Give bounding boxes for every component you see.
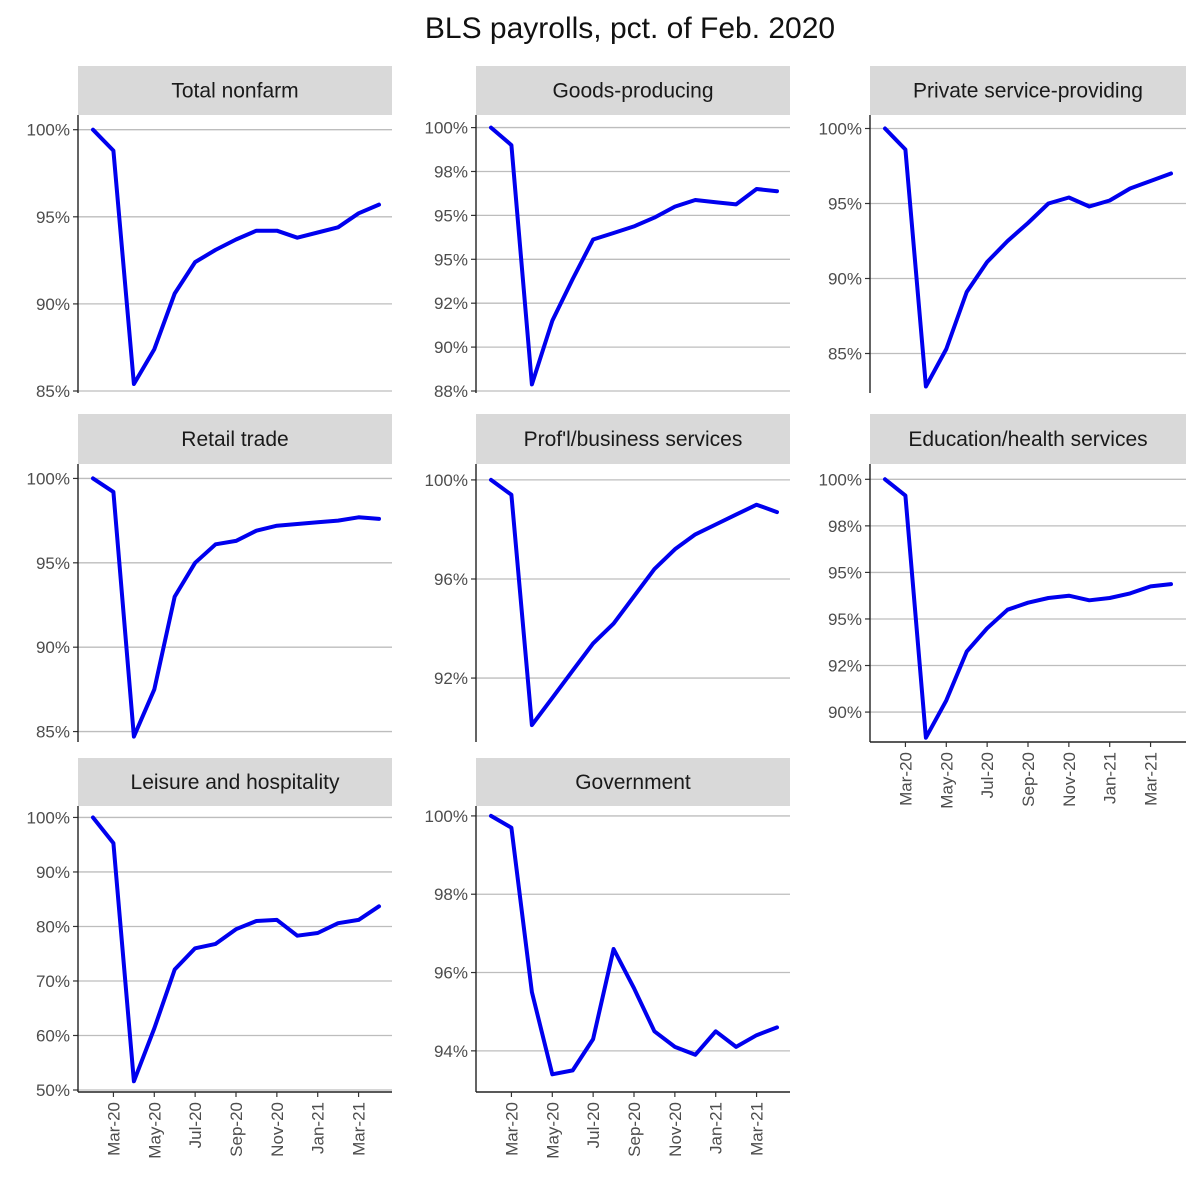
panel-government: Government 94% 96% 98% 100% Mar-20 May-20 Jul-2… bbox=[425, 758, 790, 1159]
y-tick-label: 50% bbox=[36, 1081, 70, 1100]
x-tick-label: Jan-21 bbox=[707, 1102, 726, 1154]
panel-title: Prof'l/business services bbox=[524, 428, 743, 451]
panel-leisure-and-hospitality: Leisure and hospitality 50% 60% 70% 80% 90% 10… bbox=[27, 758, 392, 1159]
series-line-total-nonfarm bbox=[91, 127, 381, 386]
y-tick-label: 90% bbox=[828, 703, 862, 722]
panel-title: Total nonfarm bbox=[171, 80, 298, 103]
x-tick-label: May-20 bbox=[145, 1102, 164, 1159]
panel-title: Goods-producing bbox=[552, 80, 713, 103]
panel-strip bbox=[78, 66, 392, 115]
y-tick-label: 90% bbox=[36, 638, 70, 657]
x-tick-label: Jan-21 bbox=[309, 1102, 328, 1154]
panel-private-service-providing: Private service-providing 85% 90% 95% 100% bbox=[819, 66, 1186, 393]
x-tick-label: Jul-20 bbox=[584, 1102, 603, 1148]
y-tick-label: 80% bbox=[36, 917, 70, 936]
panel-strip bbox=[870, 414, 1186, 464]
y-tick-label: 85% bbox=[36, 723, 70, 742]
y-tick-label: 85% bbox=[828, 345, 862, 364]
x-tick-label: Nov-20 bbox=[666, 1102, 685, 1157]
panel-prof-l-business-services: Prof'l/business services 92% 96% 100% bbox=[425, 414, 790, 742]
panel-strip bbox=[78, 758, 392, 806]
x-tick-label: May-20 bbox=[937, 752, 956, 809]
x-tick-label: Jul-20 bbox=[186, 1102, 205, 1148]
x-tick-label: Mar-20 bbox=[896, 752, 915, 806]
panel-strip bbox=[78, 414, 392, 464]
x-tick-label: Mar-20 bbox=[104, 1102, 123, 1156]
x-tick-label: Mar-21 bbox=[350, 1102, 369, 1156]
y-tick-label: 98% bbox=[434, 162, 468, 181]
y-tick-label: 88% bbox=[434, 382, 468, 401]
x-tick-label: Sep-20 bbox=[625, 1102, 644, 1157]
y-tick-label: 95% bbox=[434, 250, 468, 269]
x-tick-label: Mar-20 bbox=[502, 1102, 521, 1156]
y-tick-label: 100% bbox=[425, 471, 468, 490]
y-tick-label: 100% bbox=[27, 121, 70, 140]
x-tick-label: Jul-20 bbox=[978, 752, 997, 798]
y-tick-label: 98% bbox=[434, 885, 468, 904]
y-tick-label: 95% bbox=[828, 610, 862, 629]
panel-title: Private service-providing bbox=[913, 80, 1143, 103]
y-tick-label: 70% bbox=[36, 972, 70, 991]
series-line-retail-trade bbox=[91, 476, 381, 739]
panel-strip bbox=[476, 414, 790, 464]
x-tick-label: Nov-20 bbox=[268, 1102, 287, 1157]
panel-education-health-services: Education/health services 90% 92% 95% 95% 98%… bbox=[819, 414, 1186, 809]
series-line-education-health-services bbox=[883, 477, 1173, 740]
panel-retail-trade: Retail trade 85% 90% 95% 100% bbox=[27, 414, 392, 742]
panel-title: Government bbox=[575, 771, 691, 794]
y-tick-label: 92% bbox=[434, 669, 468, 688]
series-line-government bbox=[489, 813, 779, 1077]
y-tick-label: 92% bbox=[828, 657, 862, 676]
x-tick-label: Nov-20 bbox=[1060, 752, 1079, 807]
y-tick-label: 95% bbox=[828, 563, 862, 582]
x-tick-label: Sep-20 bbox=[227, 1102, 246, 1157]
y-tick-label: 96% bbox=[434, 570, 468, 589]
y-tick-label: 100% bbox=[819, 120, 862, 139]
y-tick-label: 85% bbox=[36, 382, 70, 401]
x-tick-label: Sep-20 bbox=[1019, 752, 1038, 807]
y-tick-label: 60% bbox=[36, 1026, 70, 1045]
series-line-prof-l-business-services bbox=[489, 477, 779, 728]
panel-title: Leisure and hospitality bbox=[131, 771, 340, 794]
y-tick-label: 95% bbox=[434, 206, 468, 225]
y-tick-label: 92% bbox=[434, 294, 468, 313]
x-tick-label: Mar-21 bbox=[748, 1102, 767, 1156]
panel-total-nonfarm: Total nonfarm 85% 90% 95% 100% bbox=[27, 66, 392, 401]
y-tick-label: 95% bbox=[828, 195, 862, 214]
panel-strip bbox=[476, 758, 790, 806]
series-line-private-service-providing bbox=[883, 126, 1173, 389]
y-tick-label: 95% bbox=[36, 208, 70, 227]
panel-goods-producing: Goods-producing 88% 90% 92% 95% 95% 98% 100% bbox=[425, 66, 790, 401]
x-tick-label: Mar-21 bbox=[1142, 752, 1161, 806]
y-tick-label: 100% bbox=[425, 807, 468, 826]
y-tick-label: 90% bbox=[36, 295, 70, 314]
y-tick-label: 94% bbox=[434, 1042, 468, 1061]
y-tick-label: 90% bbox=[434, 338, 468, 357]
x-tick-label: May-20 bbox=[543, 1102, 562, 1159]
chart-title: BLS payrolls, pct. of Feb. 2020 bbox=[424, 12, 836, 45]
panel-strip bbox=[870, 66, 1186, 115]
panel-title: Education/health services bbox=[908, 428, 1147, 451]
panel-strip bbox=[476, 66, 790, 115]
series-line-goods-producing bbox=[489, 125, 779, 387]
panel-title: Retail trade bbox=[181, 428, 288, 451]
y-tick-label: 100% bbox=[27, 469, 70, 488]
y-tick-label: 90% bbox=[36, 863, 70, 882]
series-line-leisure-and-hospitality bbox=[91, 815, 381, 1084]
y-tick-label: 98% bbox=[828, 517, 862, 536]
y-tick-label: 90% bbox=[828, 270, 862, 289]
x-tick-label: Jan-21 bbox=[1101, 752, 1120, 804]
y-tick-label: 100% bbox=[27, 808, 70, 827]
y-tick-label: 100% bbox=[819, 470, 862, 489]
y-tick-label: 100% bbox=[425, 119, 468, 138]
y-tick-label: 95% bbox=[36, 554, 70, 573]
y-tick-label: 96% bbox=[434, 964, 468, 983]
